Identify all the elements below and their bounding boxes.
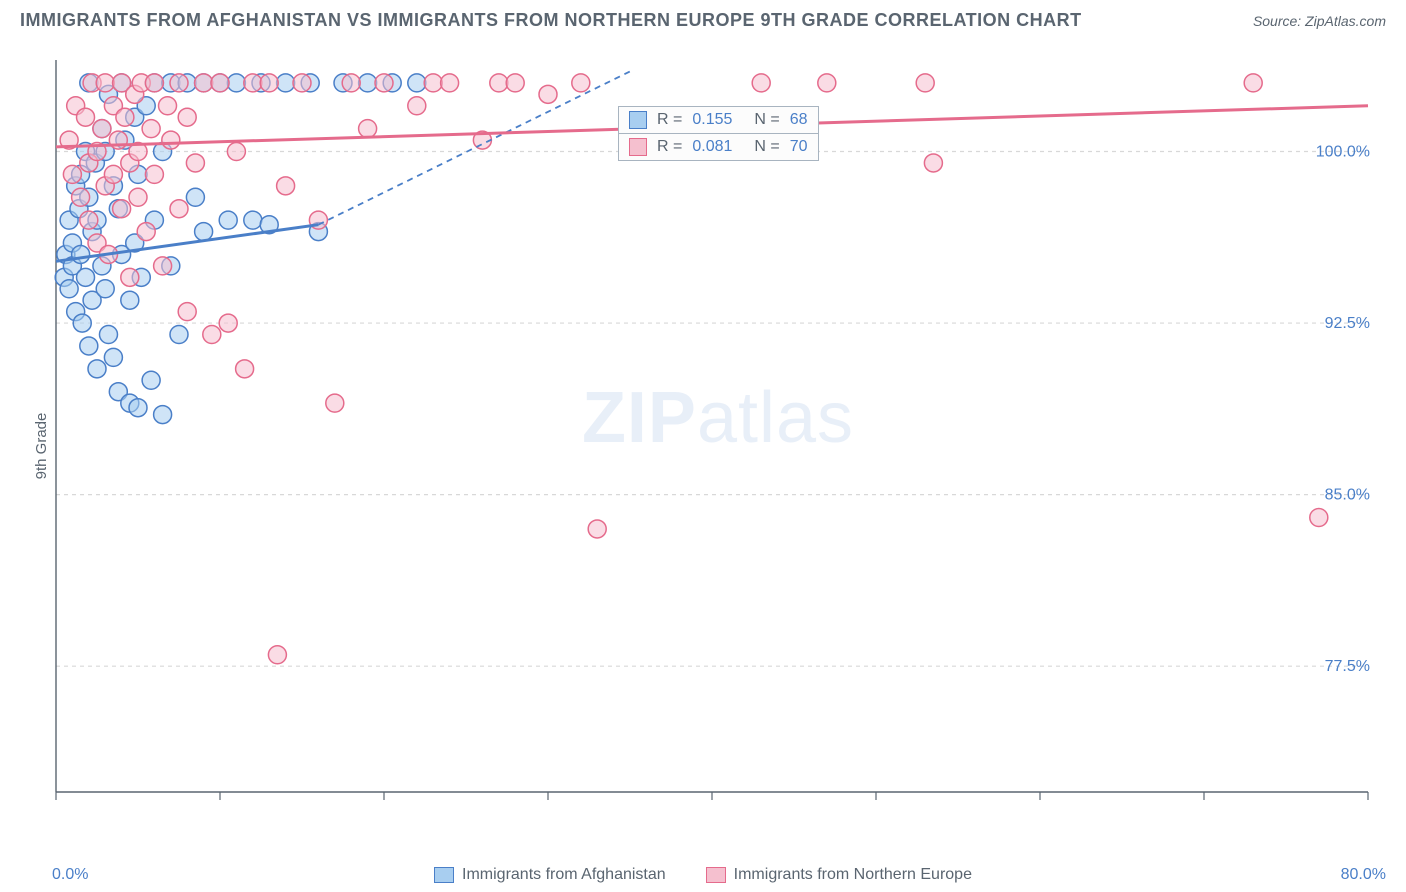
legend-label-afghanistan: Immigrants from Afghanistan	[462, 866, 666, 884]
stats-n-value: 68	[790, 111, 808, 129]
stats-r-label: R =	[657, 138, 682, 156]
chart-header: IMMIGRANTS FROM AFGHANISTAN VS IMMIGRANT…	[0, 0, 1406, 31]
stats-n-value: 70	[790, 138, 808, 156]
stats-n-label: N =	[754, 111, 779, 129]
svg-text:77.5%: 77.5%	[1325, 658, 1370, 675]
stats-swatch-icon	[629, 111, 647, 129]
svg-text:100.0%: 100.0%	[1316, 144, 1370, 161]
legend-item-afghanistan: Immigrants from Afghanistan	[434, 866, 666, 884]
svg-text:92.5%: 92.5%	[1325, 315, 1370, 332]
legend-item-northern-europe: Immigrants from Northern Europe	[706, 866, 972, 884]
stats-r-label: R =	[657, 111, 682, 129]
stats-row-1: R = 0.081 N = 70	[619, 134, 818, 160]
legend-swatch-afghanistan	[434, 867, 454, 883]
stats-swatch-icon	[629, 138, 647, 156]
correlation-stats-box: R = 0.155 N = 68 R = 0.081 N = 70	[618, 106, 819, 161]
chart-title: IMMIGRANTS FROM AFGHANISTAN VS IMMIGRANT…	[20, 10, 1082, 31]
chart-plot-area: 77.5%85.0%92.5%100.0% ZIPatlas R =0.155N…	[48, 44, 1388, 824]
chart-source: Source: ZipAtlas.com	[1253, 13, 1386, 29]
stats-n-label: N =	[754, 138, 779, 156]
legend-label-northern-europe: Immigrants from Northern Europe	[734, 866, 972, 884]
stats-r-value: 0.081	[692, 138, 732, 156]
stats-r-value: 0.155	[692, 111, 732, 129]
legend-swatch-northern-europe	[706, 867, 726, 883]
stats-row-0: R = 0.155 N = 68	[619, 107, 818, 134]
chart-svg: 77.5% 85.0% 92.5% 100.0%	[48, 44, 1388, 824]
legend: Immigrants from Afghanistan Immigrants f…	[0, 866, 1406, 884]
svg-text:85.0%: 85.0%	[1325, 487, 1370, 504]
